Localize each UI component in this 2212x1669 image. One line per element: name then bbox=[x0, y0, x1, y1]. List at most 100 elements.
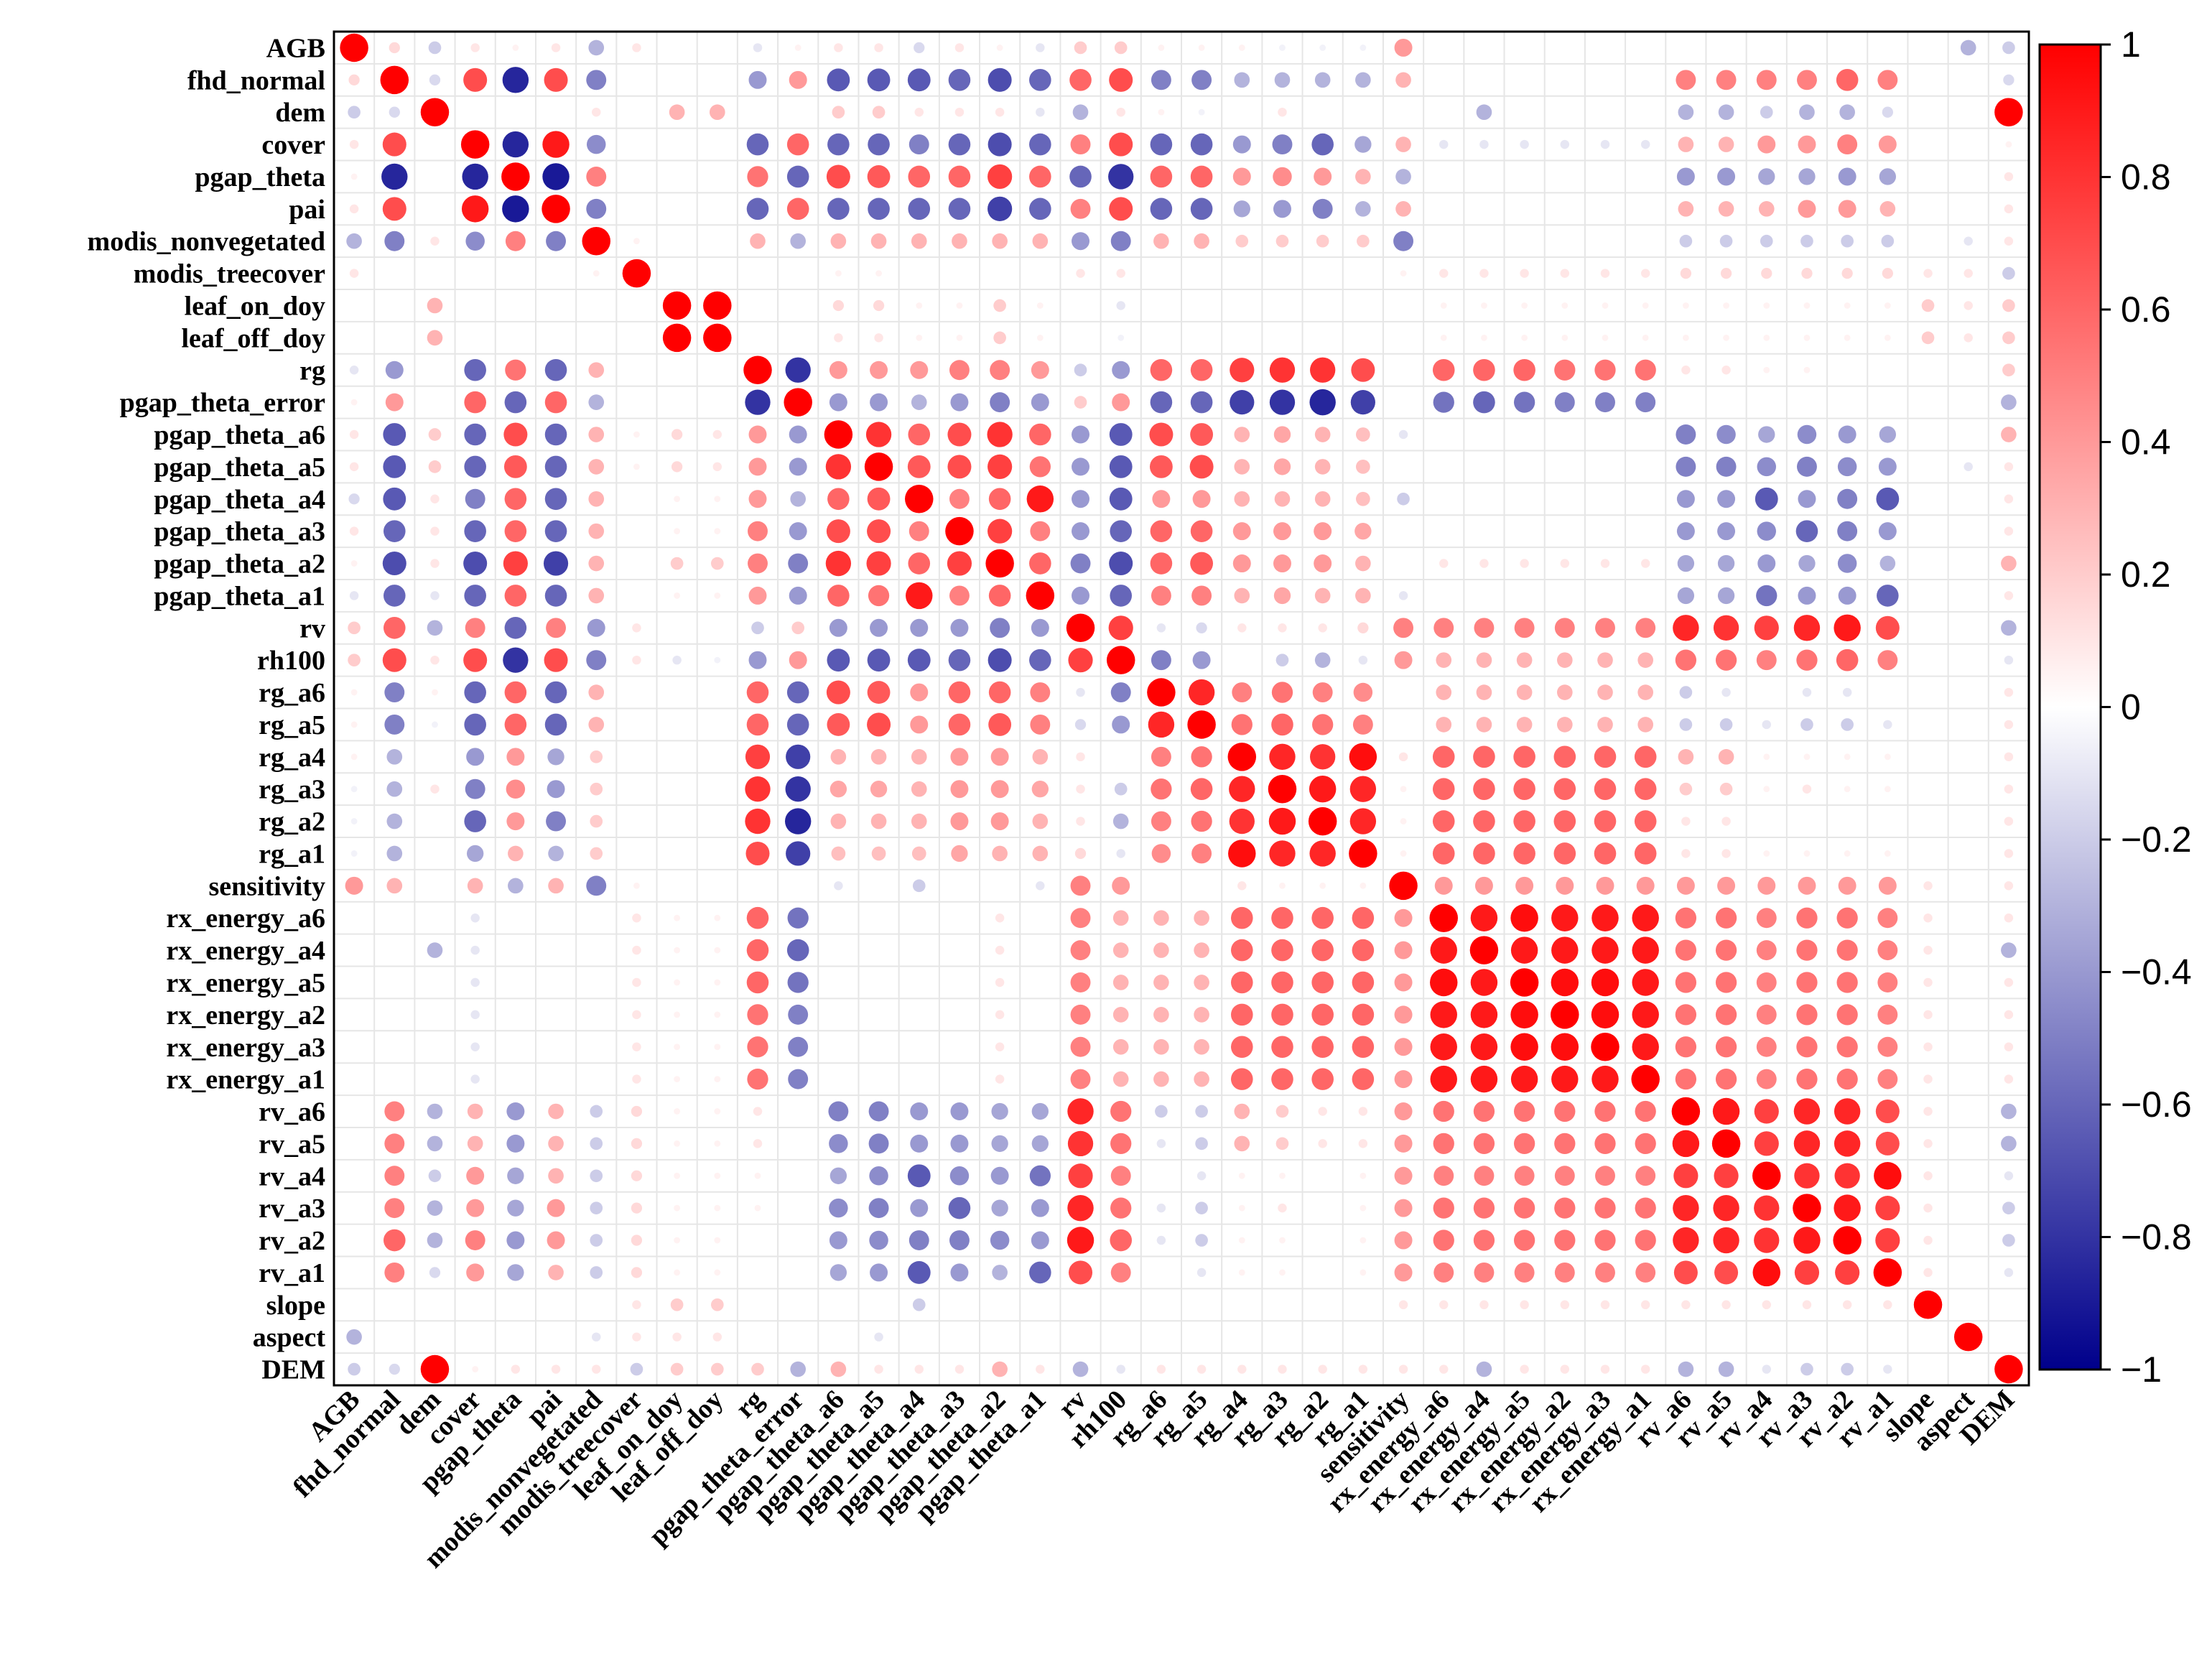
corr-circle bbox=[1673, 1260, 1698, 1285]
corr-circle bbox=[1763, 366, 1770, 373]
corr-circle bbox=[743, 355, 772, 384]
corr-circle bbox=[1194, 1007, 1209, 1023]
corr-circle bbox=[433, 368, 437, 372]
corr-circle bbox=[714, 1011, 721, 1018]
corr-circle bbox=[1923, 1074, 1933, 1084]
corr-circle bbox=[1029, 648, 1051, 671]
corr-circle bbox=[420, 1354, 450, 1384]
corr-circle bbox=[1874, 1162, 1902, 1190]
corr-circle bbox=[1923, 1235, 1933, 1245]
corr-circle bbox=[1278, 107, 1287, 117]
corr-circle bbox=[910, 361, 929, 379]
corr-circle bbox=[1966, 562, 1970, 565]
corr-circle bbox=[746, 713, 769, 736]
corr-circle bbox=[910, 1199, 929, 1217]
corr-circle bbox=[1433, 1197, 1454, 1219]
corr-circle bbox=[430, 526, 440, 536]
corr-circle bbox=[504, 617, 527, 639]
corr-circle bbox=[1310, 744, 1336, 770]
corr-circle bbox=[674, 1237, 681, 1244]
corr-circle bbox=[1643, 432, 1648, 437]
corr-circle bbox=[990, 812, 1009, 831]
corr-circle bbox=[1877, 650, 1898, 671]
corr-circle bbox=[384, 1198, 405, 1219]
corr-circle bbox=[1190, 423, 1214, 446]
corr-circle bbox=[1281, 1303, 1284, 1307]
corr-circle bbox=[1159, 1174, 1163, 1178]
corr-circle bbox=[1281, 304, 1284, 307]
corr-circle bbox=[674, 1043, 681, 1051]
corr-circle bbox=[1643, 465, 1648, 469]
corr-circle bbox=[1923, 1010, 1933, 1020]
corr-circle bbox=[1754, 1195, 1780, 1221]
corr-circle bbox=[632, 655, 641, 665]
corr-circle bbox=[631, 1138, 643, 1150]
corr-circle bbox=[785, 357, 811, 383]
corr-circle bbox=[1038, 980, 1042, 985]
corr-circle bbox=[1760, 106, 1773, 119]
corr-circle bbox=[1199, 304, 1204, 307]
corr-circle bbox=[1394, 1070, 1413, 1089]
corr-circle bbox=[1835, 1260, 1860, 1286]
corr-circle bbox=[1836, 1036, 1858, 1058]
corr-circle bbox=[789, 70, 807, 89]
corr-circle bbox=[1401, 336, 1405, 340]
corr-circle bbox=[715, 819, 720, 823]
corr-circle bbox=[988, 164, 1013, 190]
corr-circle bbox=[590, 1105, 603, 1118]
corr-circle bbox=[1038, 1013, 1042, 1017]
corr-circle bbox=[595, 980, 598, 985]
row-label: rh100 bbox=[257, 646, 325, 676]
corr-circle bbox=[635, 755, 638, 759]
corr-circle bbox=[756, 336, 760, 340]
corr-circle bbox=[1474, 1262, 1495, 1283]
corr-circle bbox=[1520, 269, 1529, 278]
corr-circle bbox=[1679, 686, 1693, 699]
corr-circle bbox=[2004, 172, 2014, 182]
corr-circle bbox=[1886, 400, 1890, 404]
corr-circle bbox=[1439, 1365, 1449, 1374]
corr-circle bbox=[551, 43, 561, 52]
corr-circle bbox=[393, 916, 396, 920]
corr-circle bbox=[1440, 334, 1447, 341]
corr-circle bbox=[796, 1238, 800, 1242]
corr-circle bbox=[1594, 778, 1617, 800]
corr-circle bbox=[1676, 522, 1695, 541]
corr-circle bbox=[473, 1335, 477, 1339]
corr-circle bbox=[1355, 201, 1371, 217]
corr-circle bbox=[587, 618, 605, 637]
corr-circle bbox=[1793, 1098, 1821, 1125]
corr-circle bbox=[1715, 907, 1737, 929]
corr-circle bbox=[1793, 1194, 1821, 1222]
corr-circle bbox=[1352, 1036, 1375, 1059]
corr-circle bbox=[349, 139, 359, 149]
corr-circle bbox=[1841, 718, 1854, 731]
corr-circle bbox=[2004, 1010, 2014, 1020]
corr-circle bbox=[1762, 720, 1771, 730]
corr-circle bbox=[1358, 1365, 1368, 1374]
corr-circle bbox=[383, 455, 406, 478]
corr-circle bbox=[1923, 1139, 1933, 1148]
corr-circle bbox=[1841, 267, 1853, 279]
corr-circle bbox=[1643, 594, 1648, 598]
corr-circle bbox=[1966, 432, 1970, 437]
corr-circle bbox=[346, 1329, 362, 1345]
corr-circle bbox=[1793, 615, 1821, 641]
corr-circle bbox=[826, 680, 850, 705]
corr-circle bbox=[714, 1043, 721, 1051]
corr-circle bbox=[465, 231, 485, 251]
corr-circle bbox=[748, 651, 767, 669]
corr-circle bbox=[1563, 175, 1567, 179]
corr-circle bbox=[675, 722, 679, 727]
corr-circle bbox=[1433, 1133, 1454, 1155]
corr-circle bbox=[1675, 1004, 1697, 1026]
corr-circle bbox=[796, 1206, 800, 1210]
corr-circle bbox=[1067, 1194, 1094, 1222]
corr-circle bbox=[1553, 810, 1576, 832]
corr-circle bbox=[385, 361, 404, 379]
corr-circle bbox=[715, 368, 720, 372]
corr-circle bbox=[1595, 1166, 1615, 1186]
corr-circle bbox=[1439, 559, 1449, 568]
corr-circle bbox=[590, 1234, 603, 1247]
corr-circle bbox=[548, 845, 564, 862]
